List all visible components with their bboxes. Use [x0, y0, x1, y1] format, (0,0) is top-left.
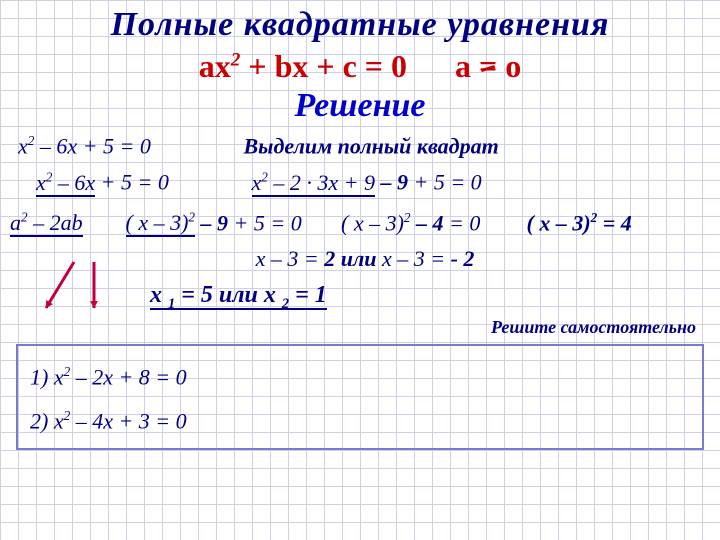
- eq3-rB: – 4: [411, 210, 444, 235]
- eq3-ab-a: a: [10, 210, 21, 235]
- eq5-a-lbl: x: [150, 282, 168, 308]
- equation-line-3: a2 – 2ab ( x – 3)2 – 9 + 5 = 0 ( x – 3)2…: [0, 210, 720, 236]
- eq4-b: x – 3 =: [382, 246, 451, 271]
- solution-title: Решение: [0, 87, 720, 125]
- eq2-p2c: – 9: [375, 170, 408, 195]
- eq4-b-ans: - 2: [451, 246, 475, 271]
- ex1-rest: – 2x + 8 = 0: [70, 364, 186, 389]
- eq5-b-ans: 1: [315, 282, 327, 308]
- eq2-p2a: x: [252, 170, 262, 195]
- not-equal-icon: =: [479, 48, 497, 85]
- eq2-p2d: + 5 = 0: [408, 170, 482, 195]
- formula-sup: 2: [231, 49, 241, 70]
- eq3-ab-sup: 2: [21, 210, 28, 225]
- eq3-mB: – 9: [195, 210, 228, 235]
- equation-line-2: x2 – 6x + 5 = 0 x2 – 2 · 3x + 9 – 9 + 5 …: [0, 169, 720, 195]
- eq2-p1b: – 6x: [52, 170, 95, 195]
- eq3-ab-b: – 2ab: [28, 210, 83, 235]
- equation-line-5: x 1 = 5 или x 2 = 1: [0, 282, 720, 313]
- eq5-b-eq: =: [289, 282, 315, 308]
- eq2-p2b: – 2 · 3x + 9: [268, 170, 375, 195]
- eq5-b-lbl: x: [264, 282, 282, 308]
- eq3-mC: + 5 = 0: [228, 210, 302, 235]
- eq2-p1c: + 5 = 0: [95, 170, 169, 195]
- page-title: Полные квадратные уравнения: [0, 0, 720, 44]
- self-practice-label: Решите самостоятельно: [0, 317, 720, 338]
- eq3-ab: a2 – 2ab: [10, 210, 83, 237]
- ex1-pre: 1) x: [30, 364, 64, 389]
- eq2-p1a: x: [36, 170, 46, 195]
- exercise-box: 1) x2 – 2x + 8 = 0 2) x2 – 4x + 3 = 0: [16, 344, 704, 451]
- eq1-x: x: [18, 133, 28, 158]
- eq5-a-ans: 5: [201, 282, 213, 308]
- formula-zero: о: [497, 48, 521, 84]
- ex2-rest: – 4x + 3 = 0: [70, 408, 186, 433]
- eq1-rest: – 6x + 5 = 0: [34, 133, 150, 158]
- formula-mid: + bx + c = 0: [240, 48, 407, 84]
- eq5-or: или: [213, 282, 264, 308]
- general-formula: ax2 + bx + c = 0 a = о: [0, 48, 720, 85]
- eq3-rA: ( x – 3): [341, 210, 404, 235]
- eq1-desc: Выделим полный квадрат: [244, 133, 499, 158]
- eq4-a: x – 3 =: [256, 246, 325, 271]
- eq3-farA: ( x – 3): [527, 210, 591, 235]
- exercise-1: 1) x2 – 2x + 8 = 0: [30, 364, 690, 390]
- equation-line-4: x – 3 = 2 или x – 3 = - 2: [0, 246, 720, 272]
- eq3-mA: ( x – 3): [126, 210, 189, 235]
- eq3-farB: = 4: [597, 210, 632, 235]
- ex2-pre: 2) x: [30, 408, 64, 433]
- formula-ax: ax: [199, 48, 231, 84]
- formula-a: a: [455, 48, 479, 84]
- eq4-or: или: [335, 246, 382, 271]
- eq4-a-ans: 2: [324, 246, 335, 271]
- eq3-rA-sup: 2: [404, 210, 411, 225]
- eq5-a-eq: =: [175, 282, 201, 308]
- eq2-p2a-sup: 2: [261, 169, 268, 184]
- exercise-2: 2) x2 – 4x + 3 = 0: [30, 408, 690, 434]
- equation-line-1: x2 – 6x + 5 = 0 Выделим полный квадрат: [0, 133, 720, 159]
- eq3-rC: = 0: [444, 210, 481, 235]
